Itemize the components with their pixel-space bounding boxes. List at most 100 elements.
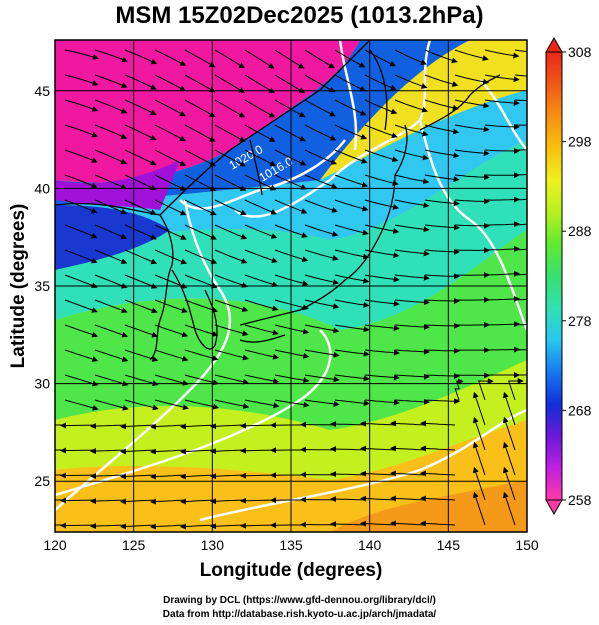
streamline [502,391,516,426]
streamline [94,374,129,387]
streamline [274,149,307,166]
streamline [214,149,246,167]
streamline [244,199,277,215]
streamline [240,497,276,504]
streamline [515,149,527,151]
streamline [304,99,336,117]
streamline [334,149,368,164]
y-axis-label: Latitude (degrees) [8,203,29,369]
streamline [424,373,460,380]
streamline [364,324,400,332]
colorbar: 258 268 278 288 298 308 [545,36,592,516]
streamline [124,224,157,240]
streamline [184,299,219,313]
streamline [330,421,366,428]
streamline [454,174,490,181]
streamline [150,498,186,505]
streamline [90,473,126,480]
streamline [94,399,129,411]
streamline [214,399,250,409]
streamline [120,423,156,430]
streamline [360,495,396,502]
x-tick-label: 145 [437,537,461,553]
streamline [390,520,426,527]
streamline [454,149,490,157]
colorbar-tick-label: 288 [568,223,592,239]
streamline [184,199,217,216]
streamline [274,274,309,287]
streamline [334,349,370,357]
streamline [244,49,275,69]
streamline [184,174,217,191]
streamline [360,445,396,452]
streamline [180,423,216,430]
streamline [60,447,96,454]
streamline [120,473,156,480]
streamline [124,299,158,314]
streamline [124,124,157,141]
colorbar-tick-label: 278 [568,313,592,329]
streamline [478,378,494,401]
streamline [64,374,99,387]
streamline [454,74,490,85]
streamline [94,249,128,264]
streamline [244,174,277,191]
streamline [154,124,187,142]
streamline [150,448,186,455]
streamline [244,249,278,263]
x-tick-label: 120 [43,537,67,553]
colorbar-tick-label: 298 [568,134,592,150]
streamline [390,470,426,477]
streamline [214,49,245,69]
coastlines [55,40,501,361]
streamline [364,249,400,259]
streamline [304,299,340,310]
streamline [472,441,486,476]
streamline [184,399,220,410]
colorbar-tick-label: 308 [568,44,592,60]
streamline [184,249,218,265]
streamline [180,448,216,455]
streamline [150,523,186,530]
streamline [94,124,128,139]
streamline [472,391,486,426]
streamline [184,349,219,362]
streamline [424,322,460,329]
streamline [420,470,456,477]
map-field: 1020.0 1016.0 [55,40,527,532]
streamline [334,124,368,140]
streamline [334,299,370,308]
streamline [420,445,456,452]
streamline [484,245,520,252]
streamline [360,470,396,477]
streamline [210,448,246,455]
streamline [124,99,157,115]
streamline [240,522,276,529]
streamline [180,473,216,480]
streamline [154,349,189,362]
streamline [184,99,216,118]
streamline [60,522,96,529]
streamline [94,274,128,289]
streamline [214,74,246,93]
streamline [364,224,400,234]
streamline [64,224,98,239]
streamline [244,74,275,94]
streamline [334,374,370,382]
streamline [94,324,129,338]
streamline [210,473,246,480]
x-tick-labels: 120 125 130 135 140 145 150 [43,537,539,553]
streamline [94,349,129,362]
streamline [502,466,516,501]
streamline [484,99,520,106]
streamline [244,399,280,409]
y-tick-label: 30 [34,376,50,392]
streamline [180,523,216,530]
streamline [214,349,249,361]
plot-frame [54,39,528,533]
streamline [64,74,99,86]
streamline [304,199,338,213]
streamline [244,349,280,360]
streamline [154,199,187,216]
streamline [330,496,366,503]
